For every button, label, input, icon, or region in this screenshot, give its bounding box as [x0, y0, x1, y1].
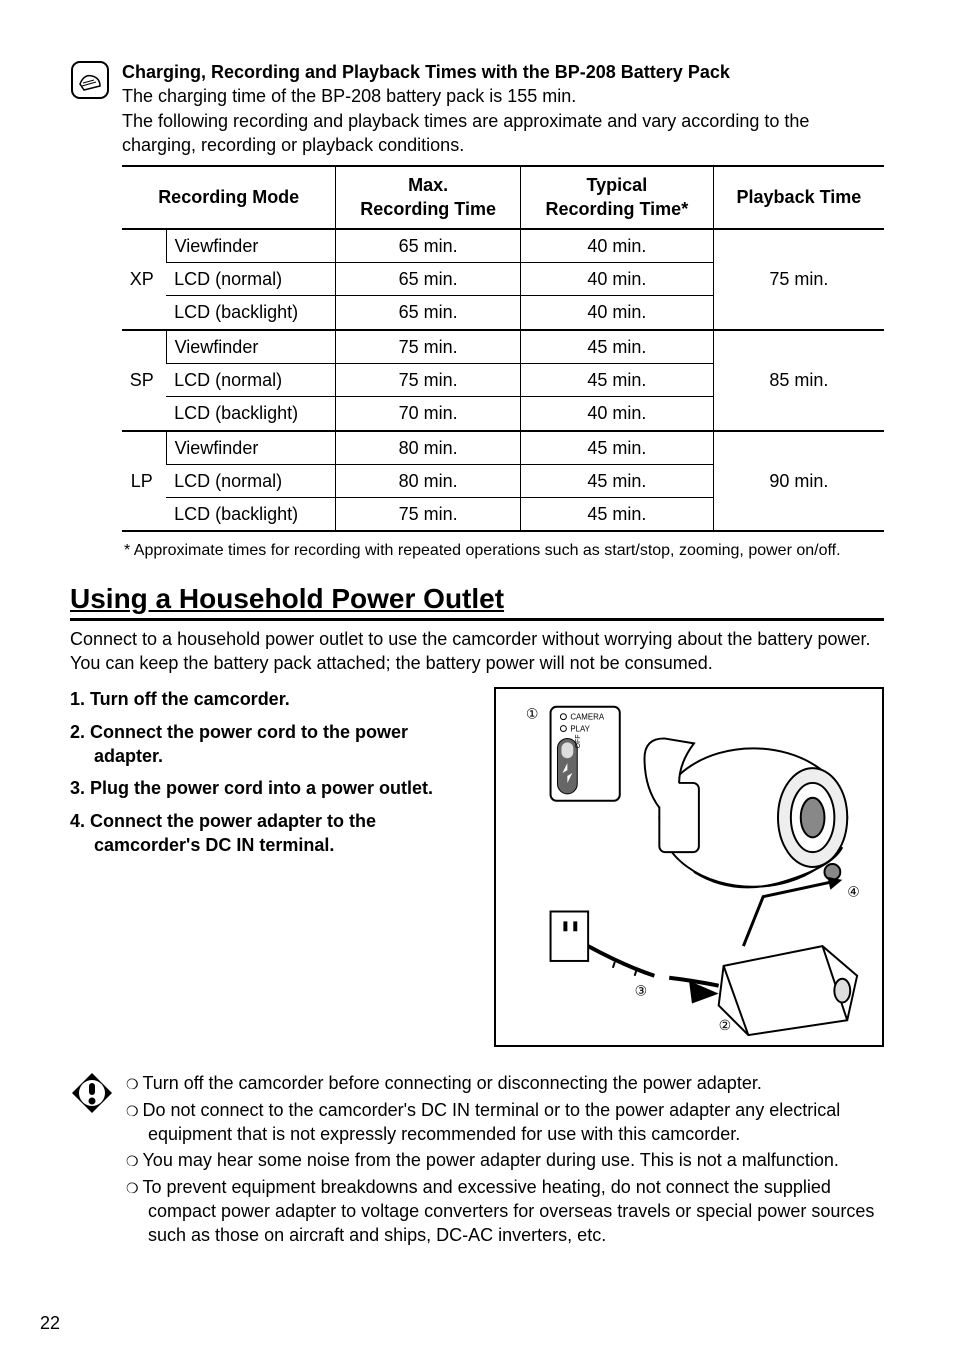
mode-cell: LP — [122, 431, 166, 532]
svg-text:OFF: OFF — [575, 735, 582, 749]
max-cell: 80 min. — [336, 464, 520, 497]
max-cell: 75 min. — [336, 363, 520, 396]
display-cell: Viewfinder — [166, 431, 336, 465]
steps-and-diagram: 1. Turn off the camcorder. 2. Connect the… — [70, 687, 884, 1047]
mode-cell: XP — [122, 229, 166, 330]
typical-cell: 45 min. — [520, 464, 713, 497]
typical-cell: 45 min. — [520, 363, 713, 396]
typical-cell: 45 min. — [520, 330, 713, 364]
svg-text:②: ② — [719, 1018, 731, 1034]
display-cell: LCD (backlight) — [166, 296, 336, 330]
section-heading: Using a Household Power Outlet — [70, 580, 884, 621]
th-typical: TypicalRecording Time* — [520, 166, 713, 229]
svg-text:④: ④ — [847, 884, 859, 900]
max-cell: 65 min. — [336, 263, 520, 296]
max-cell: 70 min. — [336, 397, 520, 431]
display-cell: LCD (backlight) — [166, 498, 336, 532]
typical-cell: 40 min. — [520, 397, 713, 431]
typical-cell: 45 min. — [520, 431, 713, 465]
steps-list: 1. Turn off the camcorder. 2. Connect the… — [70, 687, 474, 857]
display-cell: LCD (backlight) — [166, 397, 336, 431]
camcorder-diagram: CAMERA PLAY OFF ① ④ — [494, 687, 884, 1047]
display-cell: LCD (normal) — [166, 263, 336, 296]
note-row: Charging, Recording and Playback Times w… — [70, 60, 884, 157]
step-item: 1. Turn off the camcorder. — [70, 687, 474, 711]
max-cell: 65 min. — [336, 296, 520, 330]
step-item: 3. Plug the power cord into a power outl… — [70, 776, 474, 800]
note-line2: The following recording and playback tim… — [122, 111, 809, 155]
playback-cell: 75 min. — [713, 229, 884, 330]
note-title: Charging, Recording and Playback Times w… — [122, 62, 730, 82]
table-row: LPViewfinder80 min.45 min.90 min. — [122, 431, 884, 465]
typical-cell: 40 min. — [520, 296, 713, 330]
note-body: Charging, Recording and Playback Times w… — [122, 60, 884, 157]
svg-text:①: ① — [526, 706, 538, 722]
typical-cell: 40 min. — [520, 263, 713, 296]
warning-row: Turn off the camcorder before connecting… — [70, 1071, 884, 1249]
warning-item: Turn off the camcorder before connecting… — [126, 1071, 884, 1095]
display-cell: LCD (normal) — [166, 363, 336, 396]
display-cell: LCD (normal) — [166, 464, 336, 497]
recording-table: Recording Mode Max.Recording Time Typica… — [122, 165, 884, 532]
th-mode: Recording Mode — [122, 166, 336, 229]
svg-text:PLAY: PLAY — [570, 725, 590, 734]
section-intro: Connect to a household power outlet to u… — [70, 627, 884, 676]
warning-item: Do not connect to the camcorder's DC IN … — [126, 1098, 884, 1147]
step-item: 4. Connect the power adapter to the camc… — [70, 809, 474, 858]
display-cell: Viewfinder — [166, 330, 336, 364]
th-max: Max.Recording Time — [336, 166, 520, 229]
max-cell: 75 min. — [336, 330, 520, 364]
playback-cell: 85 min. — [713, 330, 884, 431]
max-cell: 80 min. — [336, 431, 520, 465]
warning-icon — [70, 1071, 114, 1115]
table-footnote: * Approximate times for recording with r… — [70, 540, 884, 562]
warning-item: To prevent equipment breakdowns and exce… — [126, 1175, 884, 1248]
table-row: XPViewfinder65 min.40 min.75 min. — [122, 229, 884, 263]
note-line1: The charging time of the BP-208 battery … — [122, 86, 576, 106]
note-icon — [70, 60, 110, 100]
svg-text:CAMERA: CAMERA — [570, 713, 605, 722]
display-cell: Viewfinder — [166, 229, 336, 263]
table-row: SPViewfinder75 min.45 min.85 min. — [122, 330, 884, 364]
typical-cell: 45 min. — [520, 498, 713, 532]
th-playback: Playback Time — [713, 166, 884, 229]
mode-cell: SP — [122, 330, 166, 431]
warning-list: Turn off the camcorder before connecting… — [126, 1071, 884, 1249]
warning-item: You may hear some noise from the power a… — [126, 1148, 884, 1172]
max-cell: 65 min. — [336, 229, 520, 263]
step-item: 2. Connect the power cord to the power a… — [70, 720, 474, 769]
playback-cell: 90 min. — [713, 431, 884, 532]
typical-cell: 40 min. — [520, 229, 713, 263]
max-cell: 75 min. — [336, 498, 520, 532]
svg-text:③: ③ — [635, 983, 647, 999]
page-number: 22 — [40, 1311, 60, 1335]
